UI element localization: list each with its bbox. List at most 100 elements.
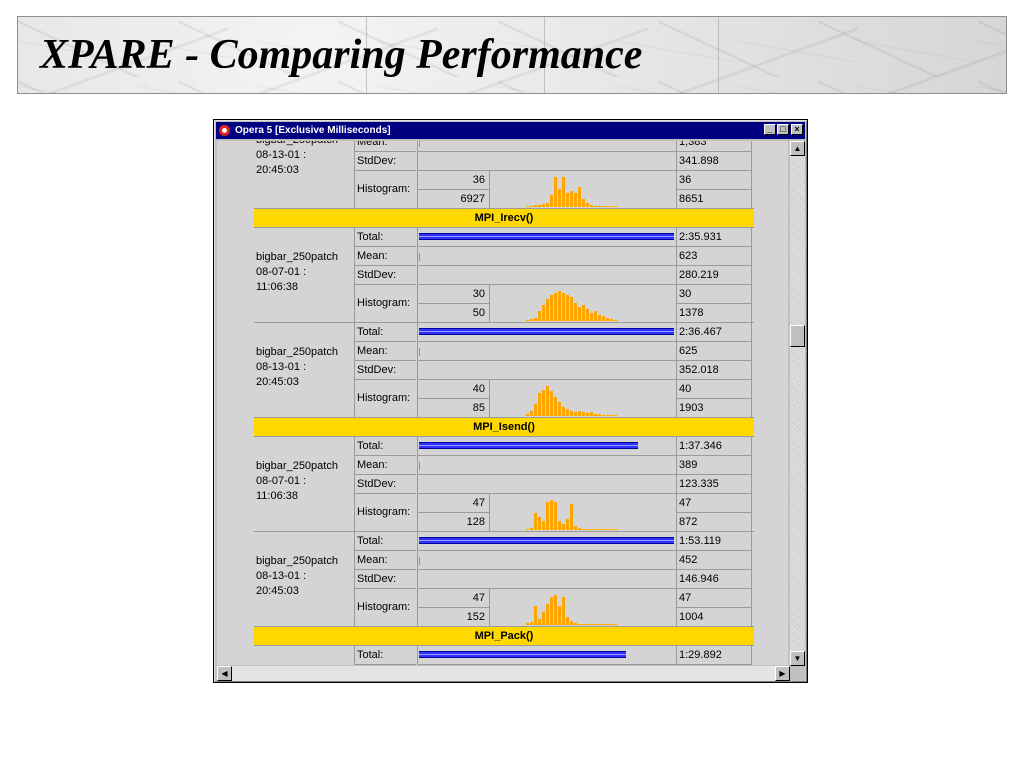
stddev-label: StdDev: [354, 361, 416, 380]
histogram-count-top: 47 [418, 494, 489, 513]
histogram-bar [586, 624, 589, 625]
histogram-bar [550, 391, 553, 416]
window-titlebar[interactable]: Opera 5 [Exclusive Milliseconds] _ □ × [216, 122, 805, 139]
scroll-up-button[interactable]: ▲ [790, 141, 805, 156]
run-group: bigbar_250patch 08-13-01 : 20:45:03 Total… [254, 532, 754, 627]
histogram-bar [586, 413, 589, 416]
mean-label: Mean: [354, 456, 416, 475]
stddev-row: StdDev: 341.898 [254, 152, 754, 171]
horizontal-scroll-track[interactable] [232, 666, 775, 681]
mean-bar [419, 141, 420, 147]
minimize-button[interactable]: _ [764, 124, 776, 135]
stddev-value: 146.946 [676, 570, 752, 589]
resize-corner [790, 666, 805, 681]
stddev-row: StdDev: 123.335 [254, 475, 754, 494]
histogram-bar [530, 319, 533, 321]
histogram-counts: 40 85 [417, 380, 489, 417]
histogram-bar [566, 617, 569, 625]
histogram-bar [590, 205, 593, 207]
histogram-value-top: 47 [677, 494, 751, 513]
total-value: 2:35.931 [676, 228, 752, 247]
total-bar [419, 537, 674, 544]
histogram-bar [554, 502, 557, 530]
histogram-bar [538, 393, 541, 416]
histogram-bar [606, 529, 609, 530]
histogram-bar [534, 205, 537, 207]
horizontal-scrollbar[interactable]: ◀ ▶ [217, 666, 790, 681]
histogram-bar [594, 624, 597, 625]
histogram-bar [602, 529, 605, 530]
histogram-bar [542, 204, 545, 207]
histogram-bars [526, 593, 646, 625]
vertical-scroll-thumb[interactable] [790, 325, 805, 347]
histogram-bar [550, 195, 553, 207]
stddev-bar-cell [417, 266, 676, 285]
function-header[interactable]: MPI_Irecv() [254, 209, 754, 228]
stddev-bar-cell [417, 570, 676, 589]
histogram-bar [586, 203, 589, 207]
run-group: Total: 1:29.892 [254, 646, 754, 665]
vertical-scrollbar[interactable]: ▲ ▼ [790, 141, 805, 666]
histogram-bar [526, 623, 529, 625]
mean-label: Mean: [354, 551, 416, 570]
total-row: Total: 1:29.892 [254, 646, 754, 665]
run-group: bigbar_250patch 08-13-01 : 20:45:03 Mean… [254, 141, 754, 209]
histogram-bar [594, 206, 597, 207]
histogram-bar [526, 206, 529, 207]
histogram-bar [578, 411, 581, 416]
histogram-value-bottom: 1378 [679, 307, 704, 319]
histogram-counts: 36 6927 [417, 171, 489, 208]
histogram-bars [526, 498, 646, 530]
histogram-bar [550, 295, 553, 321]
histogram-bar [542, 521, 545, 530]
histogram-bar [574, 412, 577, 416]
scroll-left-button[interactable]: ◀ [217, 666, 232, 681]
table-rows: bigbar_250patch 08-13-01 : 20:45:03 Mean… [254, 141, 754, 665]
total-label: Total: [354, 437, 416, 456]
histogram-bar [546, 299, 549, 321]
histogram-bar [526, 529, 529, 530]
stddev-row: StdDev: 146.946 [254, 570, 754, 589]
histogram-chart [489, 171, 676, 208]
mean-row: Mean: 452 [254, 551, 754, 570]
mean-bar [419, 253, 420, 261]
histogram-bar [538, 311, 541, 321]
histogram-bar [542, 612, 545, 625]
histogram-counts: 47 128 [417, 494, 489, 531]
mean-row: Mean: 389 [254, 456, 754, 475]
histogram-bar [614, 206, 617, 207]
function-header[interactable]: MPI_Pack() [254, 627, 754, 646]
histogram-bar [550, 597, 553, 625]
close-button[interactable]: × [791, 124, 803, 135]
stddev-label: StdDev: [354, 570, 416, 589]
histogram-bar [538, 517, 541, 530]
histogram-value-bottom: 8651 [679, 193, 704, 205]
histogram-bar [610, 529, 613, 530]
histogram-bar [594, 529, 597, 530]
total-bar-cell [417, 646, 676, 665]
histogram-bars [526, 175, 646, 207]
mean-bar-cell [417, 456, 676, 475]
histogram-bar [570, 504, 573, 530]
stddev-row: StdDev: 280.219 [254, 266, 754, 285]
histogram-bar [562, 293, 565, 321]
scroll-right-button[interactable]: ▶ [775, 666, 790, 681]
histogram-bar [590, 412, 593, 416]
histogram-bar [570, 297, 573, 321]
banner-seam [718, 17, 719, 93]
histogram-bar [554, 397, 557, 416]
maximize-button[interactable]: □ [777, 124, 789, 135]
function-header[interactable]: MPI_Isend() [254, 418, 754, 437]
stddev-label: StdDev: [354, 152, 416, 171]
app-window: Opera 5 [Exclusive Milliseconds] _ □ × b… [213, 119, 808, 683]
total-label: Total: [354, 228, 416, 247]
histogram-bar [562, 524, 565, 530]
histogram-bar [598, 529, 601, 530]
histogram-label: Histogram: [354, 494, 417, 531]
histogram-bar [562, 407, 565, 416]
histogram-row: Histogram: 30 50 30 1378 [354, 285, 754, 323]
scroll-down-button[interactable]: ▼ [790, 651, 805, 666]
histogram-value-bottom: 1903 [679, 402, 704, 414]
total-bar [419, 328, 674, 335]
histogram-bar [534, 513, 537, 530]
